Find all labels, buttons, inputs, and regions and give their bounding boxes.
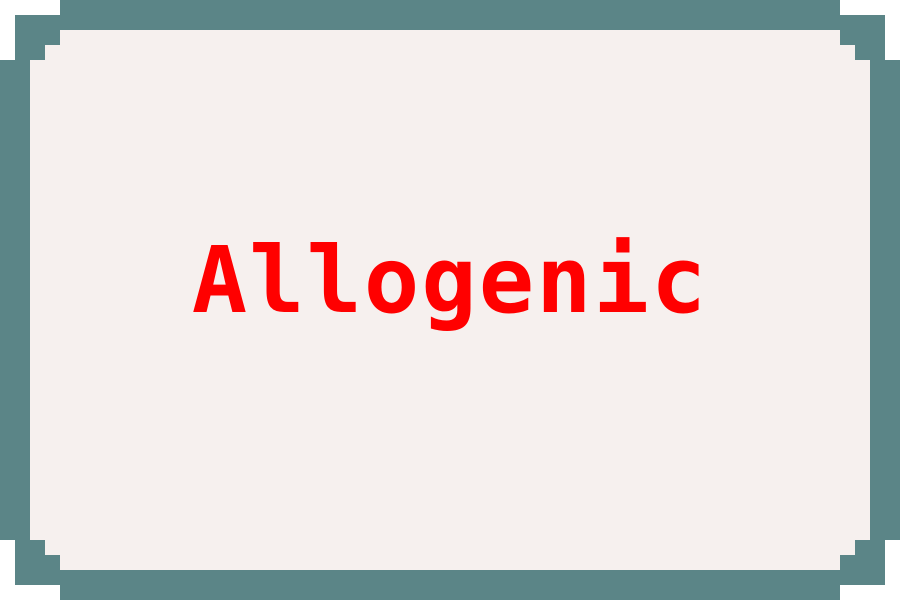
- card-panel: [30, 60, 870, 540]
- frame-corner-notch: [0, 0, 60, 15]
- frame-corner-notch: [0, 15, 15, 60]
- frame-corner-notch: [840, 0, 900, 15]
- card-word: Allogenic: [191, 226, 709, 334]
- frame-corner-notch: [0, 585, 60, 600]
- frame-corner-notch: [840, 585, 900, 600]
- frame-corner-notch: [885, 540, 900, 585]
- frame-corner-notch: [0, 540, 15, 585]
- frame-corner-notch: [885, 15, 900, 60]
